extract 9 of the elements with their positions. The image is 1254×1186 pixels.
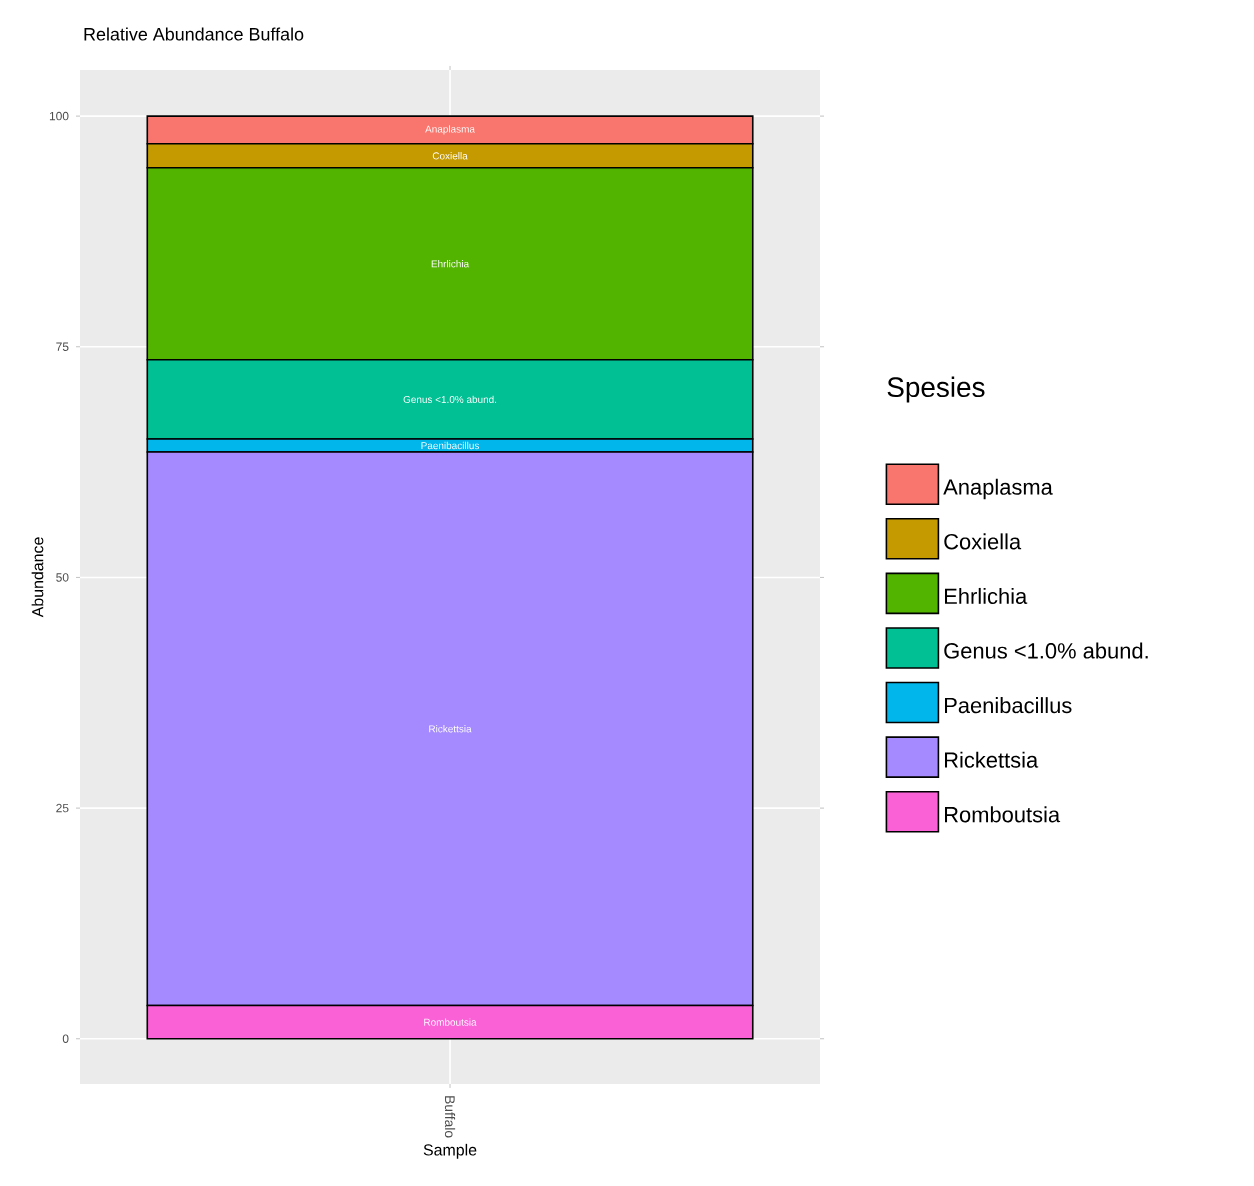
legend-label: Rickettsia <box>945 751 1039 768</box>
legend-title: Spesies <box>887 376 985 403</box>
legend-label: Paenibacillus <box>945 697 1072 714</box>
chart-title: Relative Abundance Buffalo <box>84 27 304 41</box>
legend-label: Anaplasma <box>943 478 1053 500</box>
legend-label: Coxiella <box>944 533 1022 550</box>
legend-label: Genus <1.0% abund. <box>944 642 1148 659</box>
legend-label: Ehrlichia <box>945 587 1028 605</box>
legend-label: Romboutsia <box>945 806 1061 823</box>
